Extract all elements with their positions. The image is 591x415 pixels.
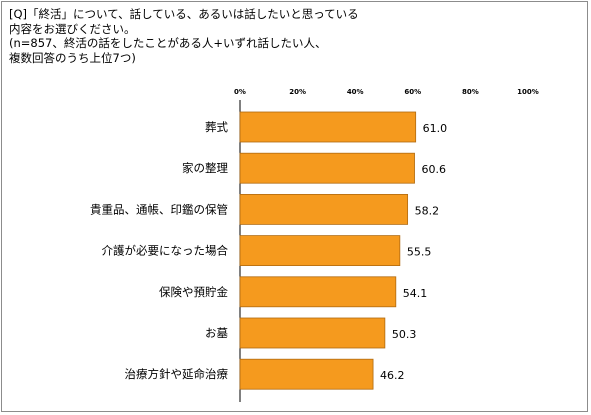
value-label: 55.5 — [407, 246, 432, 259]
category-label: 貴重品、通帳、印鑑の保管 — [90, 202, 228, 216]
bar — [239, 193, 409, 225]
value-label: 60.6 — [422, 163, 447, 176]
question-line-1: [Q]「終活」について、話している、あるいは話したいと思っている — [9, 7, 359, 21]
category-label: 治療方針や延命治療 — [125, 367, 229, 381]
category-label: 保険や預貯金 — [159, 285, 228, 299]
value-label: 50.3 — [392, 328, 417, 341]
value-label: 46.2 — [380, 369, 405, 382]
x-tick-label: 0% — [234, 88, 246, 96]
value-label: 58.2 — [415, 204, 440, 217]
x-tick-label: 60% — [404, 88, 421, 96]
bar — [239, 358, 374, 390]
category-label: 介護が必要になった場合 — [102, 244, 229, 258]
x-tick-label: 20% — [289, 88, 306, 96]
x-tick-label: 40% — [347, 88, 364, 96]
x-tick-label: 100% — [517, 88, 539, 96]
category-label: 家の整理 — [182, 161, 228, 175]
question-line-4: 複数回答のうち上位7つ) — [9, 50, 136, 65]
question-text: [Q]「終活」について、話している、あるいは話したいと思っている 内容をお選びく… — [9, 7, 569, 65]
question-line-3: (n=857、終活の話をしたことがある人+いずれ話したい人、 — [9, 36, 327, 50]
bar — [239, 276, 397, 308]
bar — [239, 235, 401, 267]
bar — [239, 317, 386, 349]
bar — [239, 111, 417, 143]
bar — [239, 152, 415, 184]
question-line-2: 内容をお選びください。 — [9, 21, 136, 36]
category-label: お墓 — [205, 326, 228, 340]
x-tick-label: 80% — [462, 88, 479, 96]
value-label: 54.1 — [403, 287, 428, 300]
value-label: 61.0 — [423, 122, 448, 135]
category-label: 葬式 — [205, 120, 228, 134]
